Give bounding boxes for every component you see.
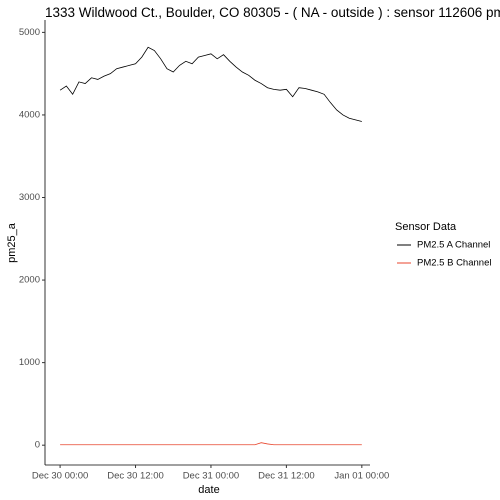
x-tick-label: Dec 31 00:00 bbox=[183, 471, 240, 482]
y-tick-label: 4000 bbox=[19, 109, 40, 120]
legend-text: PM2.5 A Channel bbox=[417, 240, 490, 251]
y-axis-title: pm25_a bbox=[6, 222, 18, 263]
x-tick-label: Dec 30 00:00 bbox=[32, 471, 89, 482]
y-tick-label: 0 bbox=[35, 440, 40, 451]
x-tick-label: Dec 30 12:00 bbox=[107, 471, 164, 482]
legend-title: Sensor Data bbox=[395, 221, 457, 233]
legend-text: PM2.5 B Channel bbox=[417, 258, 491, 269]
data-line bbox=[60, 442, 362, 446]
y-tick-label: 5000 bbox=[19, 27, 40, 38]
chart-title: 1333 Wildwood Ct., Boulder, CO 80305 - (… bbox=[45, 5, 500, 20]
x-tick-label: Dec 31 12:00 bbox=[258, 471, 315, 482]
y-tick-label: 2000 bbox=[19, 275, 40, 286]
y-tick-label: 3000 bbox=[19, 192, 40, 203]
x-tick-label: Jan 01 00:00 bbox=[334, 471, 389, 482]
x-axis-title: date bbox=[198, 484, 219, 496]
y-tick-label: 1000 bbox=[19, 357, 40, 368]
data-line bbox=[59, 46, 362, 122]
